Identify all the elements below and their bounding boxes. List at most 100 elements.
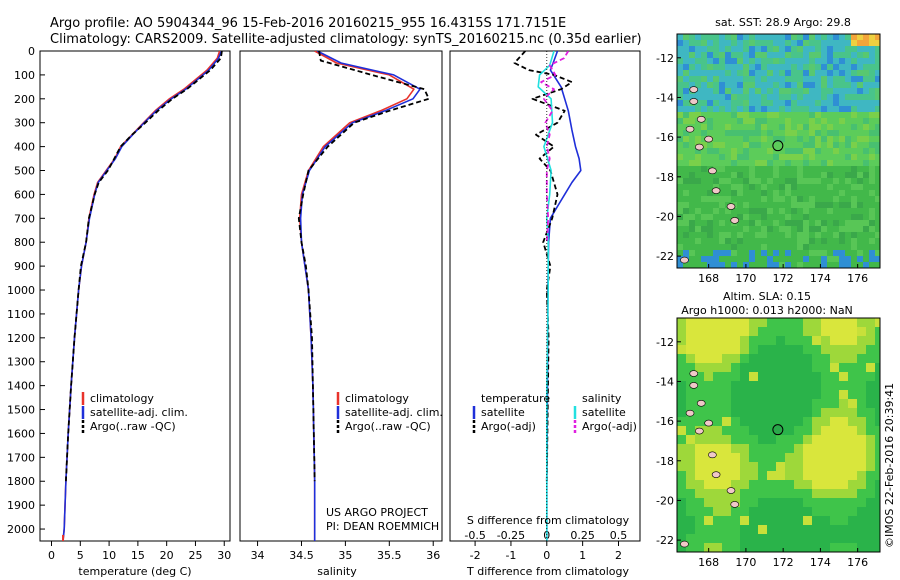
map-cell [758, 489, 768, 499]
map-cell [737, 172, 744, 179]
map-cell [713, 34, 720, 41]
map-cell [737, 190, 744, 197]
map-cell [755, 256, 762, 263]
map-cell [731, 34, 738, 41]
map-cell [695, 46, 702, 53]
map-cell [713, 40, 720, 47]
map-cell [701, 166, 708, 173]
map-cell [833, 136, 840, 143]
map-cell [749, 196, 756, 203]
map-cell [761, 40, 768, 47]
map-cell [761, 34, 768, 41]
map-cell [863, 172, 870, 179]
map-cell [833, 40, 840, 47]
map-cell [866, 354, 876, 364]
map-cell [809, 112, 816, 119]
map-cell [785, 318, 795, 328]
map-cell [779, 196, 786, 203]
x-tick-label: 36 [426, 549, 440, 562]
s-difference-x-axis: -0.5 -0.25 0 0.25 0.5 [464, 529, 627, 542]
map-cell [719, 214, 726, 221]
sla-map-frame [676, 317, 881, 553]
map-cell [737, 142, 744, 149]
map-cell [839, 453, 849, 463]
map-cell [785, 480, 795, 490]
map-cell [821, 172, 828, 179]
map-cell [713, 184, 720, 191]
map-cell [791, 82, 798, 89]
map-cell [713, 202, 720, 209]
map-cell [875, 238, 880, 245]
map-cell [719, 256, 726, 263]
map-cell [791, 262, 798, 268]
map-cell [725, 118, 732, 125]
map-cell [809, 256, 816, 263]
map-cell [809, 190, 816, 197]
map-cell [830, 390, 840, 400]
map-cell [722, 453, 732, 463]
map-cell [815, 46, 822, 53]
map-cell [704, 525, 714, 535]
map-cell [686, 453, 696, 463]
map-cell [767, 327, 777, 337]
map-cell [677, 399, 687, 409]
map-cell [695, 232, 702, 239]
map-cell [677, 534, 687, 544]
map-cell [704, 444, 714, 454]
salinity-legend: climatology satellite-adj. clim. Argo(..… [336, 392, 443, 433]
map-cell [830, 525, 840, 535]
map-cell [791, 178, 798, 185]
map-cell [686, 507, 696, 517]
map-cell [683, 52, 690, 59]
map-cell [686, 318, 696, 328]
x-tick-label: -2 [470, 549, 481, 562]
map-cell [848, 408, 858, 418]
map-cell [677, 363, 687, 373]
map-cell [731, 58, 738, 65]
map-cell [794, 543, 804, 552]
map-cell [740, 345, 750, 355]
map-cell [833, 202, 840, 209]
map-cell [776, 408, 786, 418]
map-cell [683, 172, 690, 179]
map-cell [713, 498, 723, 508]
map-cell [785, 40, 792, 47]
map-cell [758, 471, 768, 481]
map-cell [821, 471, 831, 481]
map-cell [848, 363, 858, 373]
map-cell [797, 100, 804, 107]
x-tick-label: 35 [338, 549, 352, 562]
map-cell [863, 190, 870, 197]
map-cell [863, 226, 870, 233]
map-cell [731, 208, 738, 215]
map-cell [863, 262, 870, 268]
map-cell [686, 363, 696, 373]
map-cell [857, 226, 864, 233]
map-cell [719, 52, 726, 59]
map-cell [797, 178, 804, 185]
map-cell [719, 172, 726, 179]
map-cell [875, 489, 880, 499]
map-cell [695, 408, 705, 418]
map-cell [713, 142, 720, 149]
map-cell [803, 399, 813, 409]
map-cell [695, 516, 705, 526]
map-cell [821, 184, 828, 191]
map-cell [812, 534, 822, 544]
map-cell [725, 160, 732, 167]
map-cell [779, 118, 786, 125]
map-cell [683, 136, 690, 143]
map-cell [827, 112, 834, 119]
map-cell [701, 190, 708, 197]
map-cell [701, 232, 708, 239]
map-cell [797, 58, 804, 65]
map-cell [875, 34, 880, 41]
map-cell [827, 70, 834, 77]
map-cell [857, 498, 867, 508]
map-cell [785, 525, 795, 535]
map-cell [869, 58, 876, 65]
map-cell [731, 507, 741, 517]
map-cell [869, 88, 876, 95]
map-cell [725, 214, 732, 221]
map-cell [683, 94, 690, 101]
